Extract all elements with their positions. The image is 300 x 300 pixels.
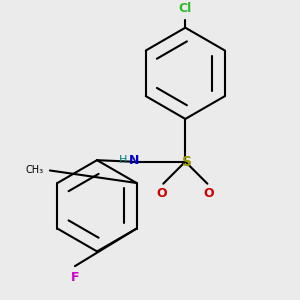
Text: O: O — [157, 187, 167, 200]
Text: H: H — [119, 155, 128, 165]
Text: S: S — [182, 154, 192, 169]
Text: O: O — [204, 187, 214, 200]
Text: Cl: Cl — [179, 2, 192, 15]
Text: N: N — [129, 154, 139, 167]
Text: F: F — [71, 271, 79, 284]
Text: CH₃: CH₃ — [26, 166, 44, 176]
